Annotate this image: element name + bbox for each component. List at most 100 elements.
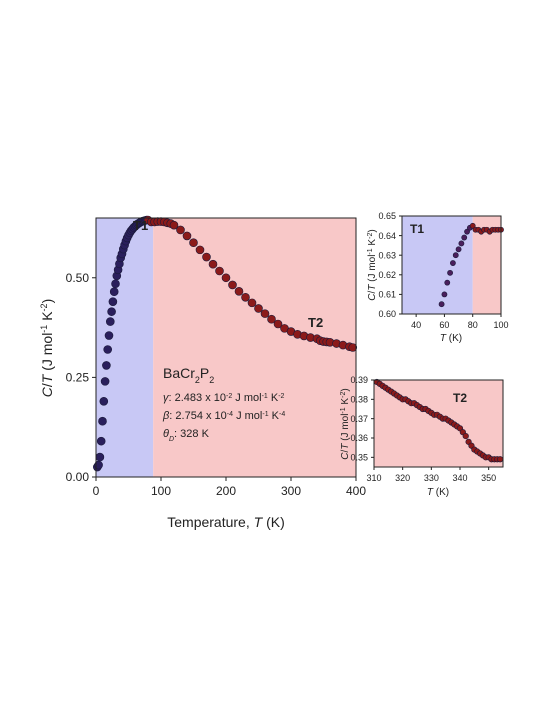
- t1-label: T1: [133, 218, 148, 233]
- y-tick-label: 0.35: [350, 452, 368, 462]
- inset-t2-x-ticks: 310 320 330 340 350: [366, 467, 496, 483]
- y-tick-label: 0.64: [378, 231, 396, 241]
- data-point: [208, 259, 218, 269]
- x-tick-label: 350: [481, 473, 496, 483]
- x-tick-label: 0: [93, 484, 100, 498]
- gamma-param: γ: 2.483 x 10-2 J mol-1 K-2: [163, 392, 285, 404]
- data-point: [438, 301, 445, 308]
- data-point: [234, 287, 244, 296]
- t2-label: T2: [308, 315, 323, 330]
- inset-t1-y-label: C/T (J mol-1 K-2): [367, 229, 379, 300]
- data-point: [221, 273, 231, 283]
- y-tick-label: 0.38: [350, 394, 368, 404]
- inset-t2-series: [373, 378, 504, 463]
- data-point: [195, 245, 205, 255]
- inset-t1-region-left: [402, 216, 473, 314]
- main-x-label: Temperature, T (K): [167, 514, 285, 530]
- data-point: [254, 304, 263, 313]
- data-point: [450, 260, 456, 266]
- data-point: [102, 361, 111, 370]
- data-point: [99, 396, 109, 406]
- theta-param: θD: 328 K: [163, 428, 210, 443]
- main-series: [93, 215, 358, 472]
- data-point: [189, 238, 198, 248]
- inset-t1-x-ticks: 40 60 80 100: [411, 314, 509, 330]
- data-point: [260, 309, 270, 318]
- main-x-ticks: 0 100 200 300 400: [93, 477, 366, 498]
- x-tick-label: 100: [151, 484, 171, 498]
- data-point: [241, 292, 250, 302]
- data-point: [455, 246, 462, 253]
- x-tick-label: 330: [424, 473, 439, 483]
- beta-param: β: 2.754 x 10-4 J mol-1 K-4: [162, 410, 285, 422]
- inset-t2-title: T2: [453, 391, 467, 405]
- data-point: [169, 220, 179, 230]
- data-point: [464, 228, 470, 235]
- data-point: [447, 269, 453, 276]
- y-tick-label: 0.37: [350, 414, 368, 424]
- inset-t2-y-ticks: 0.35 0.36 0.37 0.38 0.39: [350, 375, 374, 462]
- inset-t2-chart: 310 320 330 340 350 0.350.360.370.380.39 T2 …: [340, 375, 504, 498]
- x-tick-label: 300: [281, 484, 301, 498]
- x-tick-label: 80: [468, 320, 478, 330]
- data-point: [111, 279, 120, 289]
- inset-t1-series: [438, 222, 504, 308]
- data-point: [109, 287, 119, 297]
- data-point: [444, 279, 451, 286]
- main-chart: 0 100 200 300 400 0.00 0.25 0.50 T1 T2 BaCr2P2…: [39, 215, 366, 530]
- data-point: [176, 225, 185, 235]
- x-tick-label: 320: [395, 473, 410, 483]
- inset-t1-title: T1: [410, 222, 424, 236]
- inset-t1-chart: 40 60 80 100 0.60 0.61 0.62 0.63 0.64 0.65 T1 T …: [367, 211, 509, 344]
- inset-t1-x-label: T (K): [440, 333, 462, 344]
- data-point: [98, 416, 107, 426]
- data-point: [247, 298, 257, 308]
- data-point: [228, 280, 237, 290]
- data-point: [106, 317, 115, 326]
- data-point: [96, 436, 106, 446]
- x-tick-label: 310: [366, 473, 381, 483]
- x-tick-label: 100: [493, 320, 508, 330]
- data-point: [108, 297, 118, 306]
- data-point: [202, 252, 211, 262]
- y-tick-label: 0.50: [66, 271, 90, 285]
- main-y-label: C/T (J mol-1 K-2): [39, 299, 55, 398]
- x-tick-label: 60: [439, 320, 449, 330]
- y-tick-label: 0.00: [66, 470, 90, 484]
- data-point: [469, 222, 476, 229]
- inset-t2-frame: [373, 379, 504, 468]
- data-point: [182, 231, 192, 241]
- x-tick-label: 200: [216, 484, 236, 498]
- y-tick-label: 0.62: [378, 270, 396, 280]
- main-y-ticks: 0.00 0.25 0.50: [66, 271, 96, 484]
- x-tick-label: 400: [346, 484, 366, 498]
- y-tick-label: 0.39: [350, 375, 368, 385]
- data-point: [267, 314, 276, 324]
- data-point: [348, 343, 358, 352]
- y-tick-label: 0.63: [378, 250, 396, 260]
- data-point: [441, 291, 448, 298]
- inset-t1-y-ticks: 0.60 0.61 0.62 0.63 0.64 0.65: [378, 211, 402, 319]
- data-point: [103, 345, 112, 354]
- x-tick-label: 340: [452, 473, 467, 483]
- data-point: [497, 456, 504, 463]
- compound-label: BaCr2P2: [163, 365, 214, 385]
- data-point: [273, 319, 283, 329]
- data-point: [104, 331, 114, 340]
- data-point: [462, 432, 469, 440]
- data-point: [215, 266, 224, 276]
- y-tick-label: 0.61: [378, 290, 396, 300]
- inset-t2-x-label: T (K): [427, 487, 449, 498]
- data-point: [100, 377, 110, 386]
- y-tick-label: 0.65: [378, 211, 396, 221]
- inset-t1-frame: [401, 215, 502, 315]
- inset-t2-y-label: C/T (J mol-1 K-2): [340, 388, 352, 459]
- y-tick-label: 0.36: [350, 433, 368, 443]
- data-point: [95, 452, 105, 462]
- region-t2: [153, 218, 356, 477]
- x-tick-label: 40: [411, 320, 421, 330]
- data-point: [107, 307, 116, 316]
- y-tick-label: 0.60: [378, 309, 396, 319]
- data-point: [458, 240, 465, 247]
